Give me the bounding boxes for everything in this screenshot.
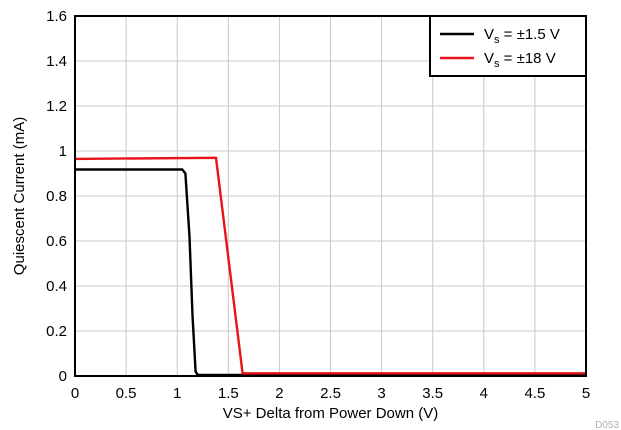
x-tick-label: 1.5 <box>218 385 239 402</box>
legend: Vs = ±1.5 V Vs = ±18 V <box>429 15 587 77</box>
x-tick-label: 3.5 <box>422 385 443 402</box>
x-tick-label: 2.5 <box>320 385 341 402</box>
x-tick-label: 0.5 <box>116 385 137 402</box>
y-tick-label: 1.2 <box>46 98 67 115</box>
y-tick-label: 0.8 <box>46 188 67 205</box>
y-tick-labels: 0 0.2 0.4 0.6 0.8 1 1.2 1.4 1.6 <box>46 8 67 385</box>
legend-label: Vs = ±18 V <box>484 50 556 70</box>
y-tick-label: 0.2 <box>46 323 67 340</box>
figure-id: D053 <box>595 420 619 430</box>
series-layer <box>74 156 586 377</box>
legend-label: Vs = ±1.5 V <box>484 26 560 46</box>
x-tick-labels: 0 0.5 1 1.5 2 2.5 3 3.5 4 4.5 5 <box>71 385 590 402</box>
x-axis-label: VS+ Delta from Power Down (V) <box>223 405 439 422</box>
y-tick-label: 0.4 <box>46 278 67 295</box>
y-tick-label: 0.6 <box>46 233 67 250</box>
x-tick-label: 5 <box>582 385 590 402</box>
series-line-0 <box>75 168 586 377</box>
x-tick-label: 4 <box>480 385 488 402</box>
x-tick-label: 4.5 <box>524 385 545 402</box>
plot-frame <box>74 15 587 377</box>
y-tick-label: 0 <box>59 368 67 385</box>
y-tick-label: 1.6 <box>46 8 67 25</box>
x-tick-label: 2 <box>275 385 283 402</box>
y-axis-label: Quiescent Current (mA) <box>11 117 28 275</box>
y-tick-label: 1 <box>59 143 67 160</box>
series-line-1 <box>74 156 586 375</box>
x-tick-label: 0 <box>71 385 79 402</box>
y-tick-label: 1.4 <box>46 53 67 70</box>
legend-box <box>429 15 587 77</box>
x-tick-label: 1 <box>173 385 181 402</box>
x-tick-label: 3 <box>377 385 385 402</box>
